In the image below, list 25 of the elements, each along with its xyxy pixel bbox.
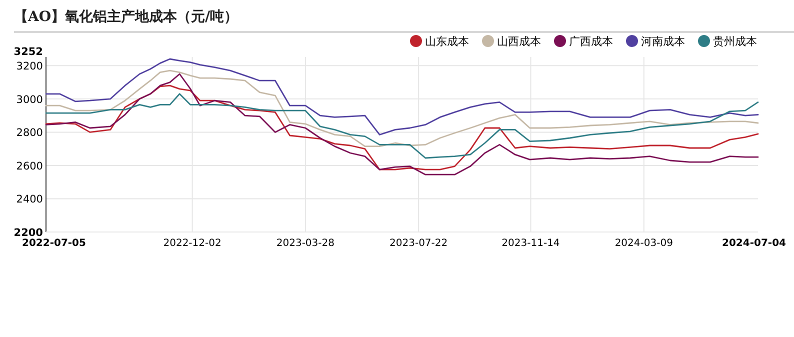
y-tick-label: 3252: [14, 46, 43, 58]
x-tick-label: 2022-07-05: [22, 238, 86, 249]
legend-label: 山西成本: [497, 35, 541, 48]
y-tick-label: 3000: [16, 94, 43, 106]
line-series: [45, 84, 759, 170]
x-tick-label: 2023-03-28: [276, 238, 335, 249]
chart-title: 【AO】氧化铝主产地成本（元/吨）: [14, 8, 238, 25]
x-tick-label: 2023-07-22: [390, 238, 448, 249]
x-tick-label: 2023-11-14: [502, 238, 560, 249]
x-tick-label: 2022-12-02: [163, 238, 222, 249]
line-series: [45, 70, 759, 147]
y-tick-label: 2200: [14, 227, 43, 239]
legend-label: 山东成本: [425, 35, 469, 48]
legend-label: 广西成本: [569, 35, 613, 48]
line-series: [45, 73, 759, 176]
legend-label: 河南成本: [641, 35, 685, 48]
line-series: [45, 58, 759, 136]
y-tick-label: 3200: [16, 60, 43, 73]
y-tick-label: 2400: [16, 194, 43, 206]
x-tick-label: 2024-03-09: [614, 238, 673, 249]
x-tick-label: 2024-07-04: [722, 238, 786, 249]
legend-label: 贵州成本: [713, 35, 757, 48]
y-tick-label: 2600: [16, 160, 43, 172]
line-series: [45, 93, 759, 159]
y-tick-label: 2800: [16, 127, 43, 140]
